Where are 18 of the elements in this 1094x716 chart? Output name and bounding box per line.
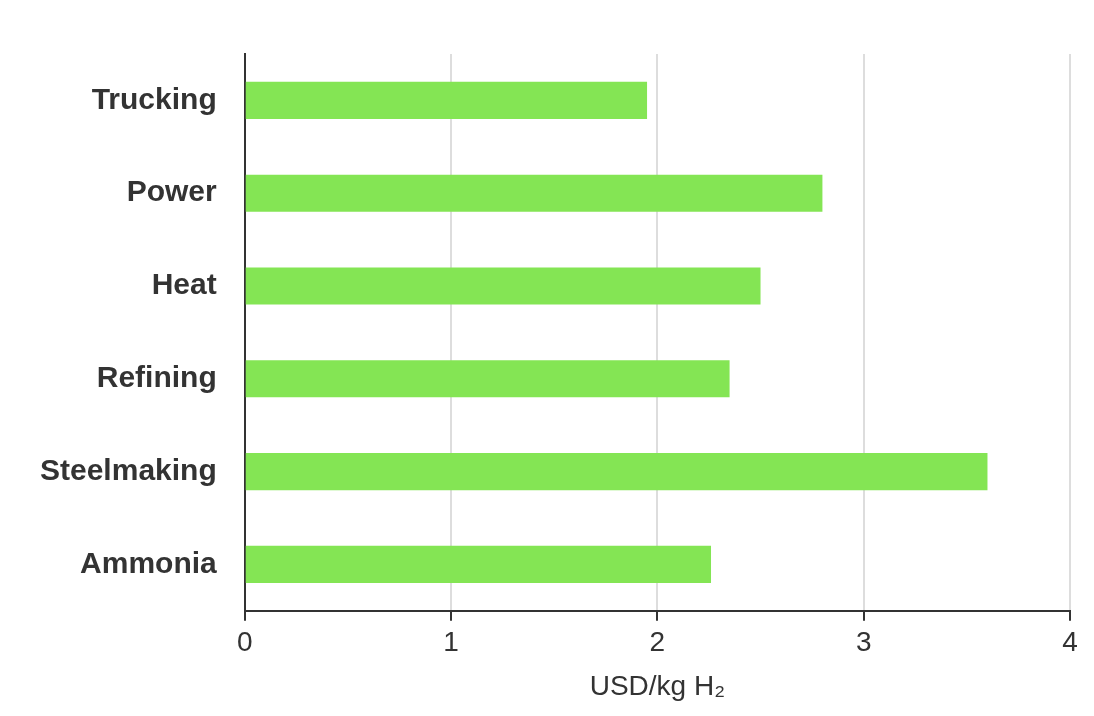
bar — [245, 267, 761, 305]
x-tick-label: 2 — [649, 626, 666, 658]
bar — [245, 453, 988, 491]
y-tick-label: Refining — [96, 360, 217, 394]
y-tick-label: Heat — [151, 267, 217, 301]
x-tick-label: 1 — [443, 626, 459, 658]
y-tick-label: Steelmaking — [40, 452, 217, 486]
x-tick-label: 0 — [236, 626, 253, 658]
bar — [245, 545, 712, 583]
y-tick-label: Power — [126, 174, 218, 208]
bar — [245, 81, 648, 119]
bar — [245, 360, 730, 398]
x-tick-label: 3 — [855, 626, 872, 658]
y-tick-label: Ammonia — [80, 545, 218, 579]
bar — [245, 174, 823, 212]
y-tick-label: Trucking — [91, 81, 217, 115]
x-tick-label: 4 — [1062, 626, 1078, 658]
x-axis-title: USD/kg H₂ — [589, 669, 726, 701]
